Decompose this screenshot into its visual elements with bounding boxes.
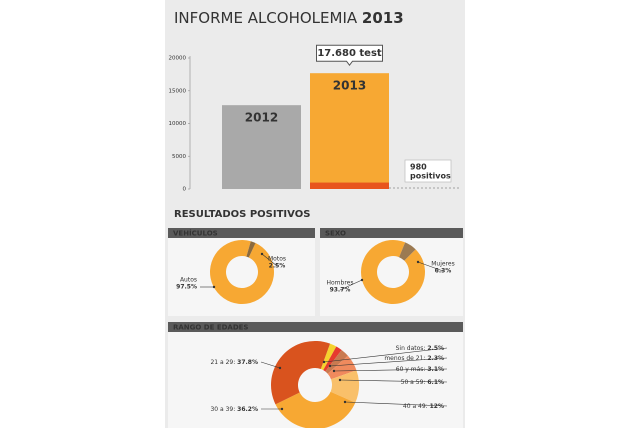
slice-value: 12% (430, 403, 444, 410)
leader-dot (280, 407, 284, 411)
slice-value: 93.7% (330, 287, 351, 294)
slice-category: Mujeres (431, 261, 455, 268)
donut-header (168, 322, 463, 332)
slice-value: 2.5% (427, 345, 444, 352)
slice-category: 30 a 39: (210, 406, 235, 413)
y-tick-label: 15000 (169, 88, 187, 94)
leader-dot (332, 369, 336, 373)
donut-title: VEHÍCULOS (173, 229, 218, 238)
slice-label: 30 a 39: 36.2% (210, 406, 258, 413)
leader-line (417, 261, 444, 272)
donut-slice (323, 346, 342, 372)
y-tick-label: 10000 (169, 121, 187, 127)
donut-title: SEXO (325, 230, 346, 238)
leader-line (344, 401, 448, 407)
donut-slice (327, 355, 357, 380)
bar-label: 2012 (245, 111, 278, 125)
bar-label: 2013 (333, 79, 366, 93)
leader-line (323, 347, 448, 363)
leader-line (329, 357, 448, 367)
leader-dot (338, 378, 342, 382)
leader-line (333, 368, 448, 372)
leader-dot (278, 366, 282, 370)
slice-category: Autos (180, 277, 197, 284)
slice-value: 36.2% (237, 406, 258, 413)
leader-line (339, 279, 363, 291)
slice-category: Hombres (327, 280, 354, 287)
slice-category: Sin datos: (396, 345, 426, 352)
title-year: 2013 (362, 9, 404, 27)
slice-value: 97.5% (176, 284, 197, 291)
slice-value: 2.5% (269, 263, 286, 270)
donut-title: RANGO DE EDADES (173, 324, 248, 332)
slice-category: Motos (268, 256, 286, 263)
title: INFORME ALCOHOLEMIA 2013 (174, 9, 404, 27)
positives-label: positivos (410, 172, 451, 181)
slice-category: 60 y más: (396, 366, 426, 373)
donut-header (320, 228, 463, 238)
slice-label: 60 y más: 3.1% (396, 366, 444, 373)
positives-value: 980 (410, 163, 427, 172)
leader-dot (260, 252, 264, 256)
slice-category: 21 a 29: (210, 359, 235, 366)
bar (222, 105, 301, 189)
slice-label: 21 a 29: 37.8% (210, 359, 258, 366)
callout-label: 17.680 test (317, 48, 382, 59)
slice-label: 50 a 59: 6.1% (401, 379, 444, 386)
leader-line (260, 361, 281, 369)
slice-value: 37.8% (237, 359, 258, 366)
y-tick-label: 5000 (172, 154, 186, 160)
bar (310, 73, 389, 189)
slice-value: 6.3% (435, 268, 452, 275)
leader-line (339, 379, 448, 383)
section-title: RESULTADOS POSITIVOS (174, 209, 310, 220)
donut-slice (210, 239, 274, 304)
leader-dot (328, 364, 332, 368)
donut-slice (320, 343, 337, 371)
donut-slice (271, 341, 331, 405)
leader-dot (343, 400, 347, 404)
slice-label: menos de 21: 2.3% (384, 355, 444, 362)
donut-slice (399, 242, 416, 261)
slice-category: menos de 21: (384, 355, 425, 362)
leader-line (261, 253, 278, 267)
callout-box (316, 44, 383, 67)
slice-value: 6.1% (427, 379, 444, 386)
positives-box (404, 159, 452, 183)
title-text: INFORME ALCOHOLEMIA (174, 9, 358, 27)
donut-slice (325, 349, 348, 374)
y-tick-label: 20000 (169, 56, 187, 62)
leader-dot (416, 260, 420, 264)
slice-label: 40 a 49: 12% (403, 403, 444, 410)
slice-value: 2.3% (427, 355, 444, 362)
slice-category: 40 a 49: (403, 403, 428, 410)
slice-category: 50 a 59: (401, 379, 426, 386)
donut-slice (330, 370, 359, 403)
leader-dot (212, 285, 216, 289)
leader-dot (322, 360, 326, 364)
y-tick-label: 0 (183, 187, 187, 193)
slice-label: Sin datos: 2.5% (396, 345, 444, 352)
donut-slice (246, 241, 256, 258)
leader-dot (360, 278, 364, 282)
donut-slice (275, 391, 356, 428)
positives-bar (310, 182, 389, 189)
slice-value: 3.1% (427, 366, 444, 373)
donut-header (168, 228, 315, 238)
